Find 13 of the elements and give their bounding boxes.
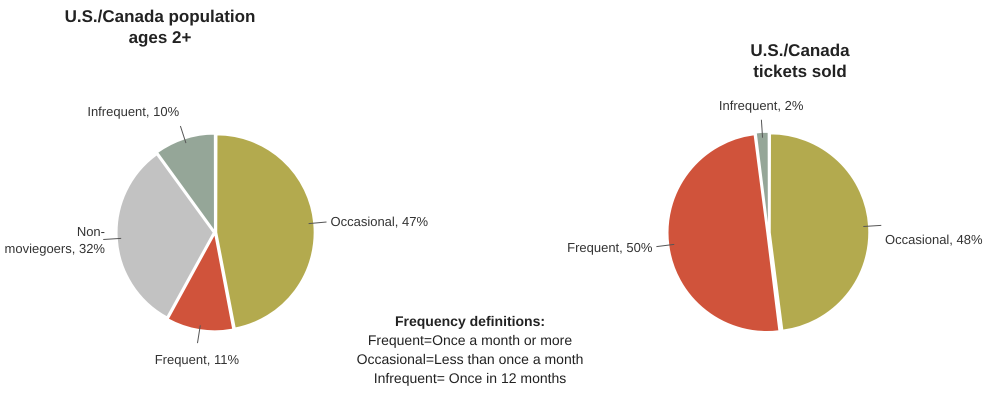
slice-label: Infrequent, 2% — [718, 96, 804, 114]
text: Infrequent= Once in 12 months — [372, 369, 568, 388]
text: Frequent=Once a month or more — [366, 331, 574, 350]
text: Frequency definitions: — [394, 313, 546, 329]
slice-label: Occasional, 47% — [330, 213, 430, 230]
slice-label: Frequent, 50% — [566, 238, 652, 256]
slice-label: Frequent, 11% — [154, 351, 240, 368]
slice-label: Infrequent, 10% — [86, 103, 180, 120]
slice-label: Non-moviegoers, 32% — [4, 222, 105, 257]
chart-title: U.S./Canada population ages 2+ — [64, 6, 256, 48]
slice-label: Occasional, 48% — [885, 231, 984, 248]
chart-title: U.S./Canada tickets sold — [749, 40, 851, 82]
text: Occasional=Less than once a month — [356, 350, 584, 369]
